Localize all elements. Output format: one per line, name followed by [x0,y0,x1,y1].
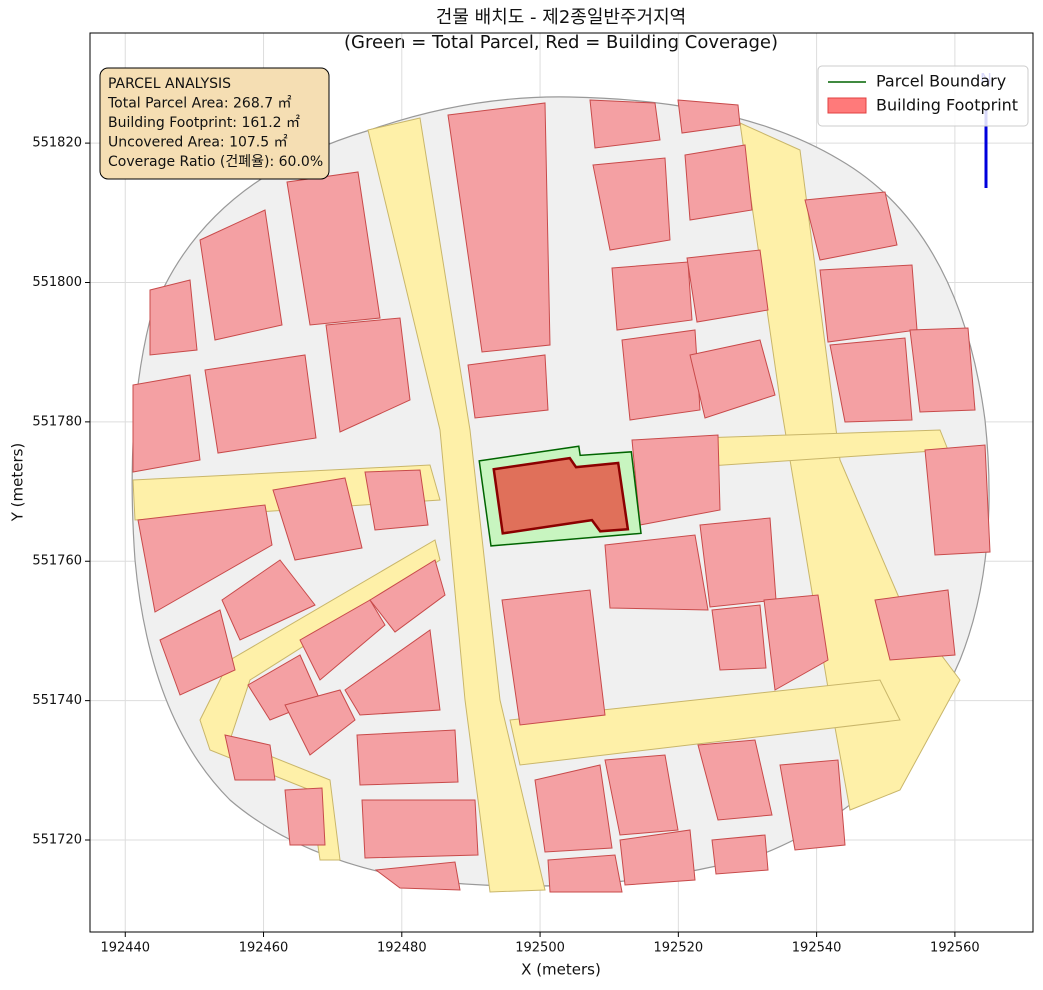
y-tick-label: 551760 [32,554,82,569]
building [325,317,411,433]
building [611,261,693,331]
building [763,594,829,691]
building [924,444,991,556]
building [677,99,741,134]
building [159,609,236,696]
building [711,604,767,671]
building [361,799,479,859]
road [367,117,546,893]
annotation-background [99,67,330,180]
legend [817,65,1029,127]
building [589,99,661,149]
chart-title: 건물 배치도 - 제2종일반주거지역 [436,7,686,28]
building [299,599,386,681]
y-tick-label: 551740 [32,693,82,708]
plot-frame [89,32,1034,933]
annotation-line: Uncovered Area: 107.5 ㎡ [108,135,288,151]
building [286,171,381,326]
annotation-line: Total Parcel Area: 268.7 ㎡ [107,96,292,112]
building [149,279,198,356]
building [779,759,846,851]
building [467,354,549,419]
building [804,191,898,261]
building [374,861,461,891]
building [356,729,459,786]
y-tick-label: 551800 [32,275,82,290]
building [829,337,913,423]
building [699,517,777,608]
building [501,589,606,726]
y-tick-label: 551780 [32,414,82,429]
building [711,834,769,875]
x-tick-label: 192440 [100,941,150,956]
x-axis-label: X (meters) [521,961,601,979]
building [447,102,551,353]
building [909,327,976,413]
building [221,559,316,641]
building [684,144,753,221]
building [619,829,696,886]
building [689,339,776,419]
y-tick-label: 551820 [32,136,82,151]
annotation-text: PARCEL ANALYSIS Total Parcel Area: 268.7 … [107,76,323,170]
building [369,559,446,633]
building [284,787,326,846]
legend-entries: Parcel Boundary Building Footprint [827,72,1018,115]
building [204,354,317,454]
building [592,157,671,251]
building [284,689,356,756]
building [621,329,701,421]
annotation-box [99,67,330,180]
building [819,264,918,343]
x-tick-label: 192520 [654,941,704,956]
x-tick-label: 192540 [792,941,842,956]
x-tick-label: 192460 [239,941,289,956]
building [686,249,769,323]
y-axis-label: Y (meters) [9,443,27,523]
annotation-line: PARCEL ANALYSIS [108,76,231,92]
building [137,504,273,613]
building [224,734,276,781]
building [874,589,956,661]
x-tick-label: 192560 [930,941,980,956]
building [199,209,283,341]
legend-label: Building Footprint [876,96,1018,115]
x-tick-label: 192480 [377,941,427,956]
building [344,629,441,716]
road [509,679,901,766]
building [697,739,773,821]
x-tick-label: 192500 [515,941,565,956]
series-polygon [492,456,630,535]
building [364,469,429,531]
legend-label: Parcel Boundary [876,72,1006,91]
building [132,374,201,473]
plot-marks [478,445,642,547]
building [547,854,623,893]
annotation-line: Building Footprint: 161.2 ㎡ [108,115,300,131]
legend-swatch [827,97,867,114]
annotation-line: Coverage Ratio (건폐율): 60.0% [108,154,323,170]
building [534,764,613,853]
building [604,534,709,611]
legend-frame [817,65,1029,127]
chart-subtitle: (Green = Total Parcel, Red = Building Co… [344,32,778,53]
building [604,754,679,836]
building [631,434,721,526]
y-tick-label: 551720 [32,833,82,848]
building [272,477,363,561]
